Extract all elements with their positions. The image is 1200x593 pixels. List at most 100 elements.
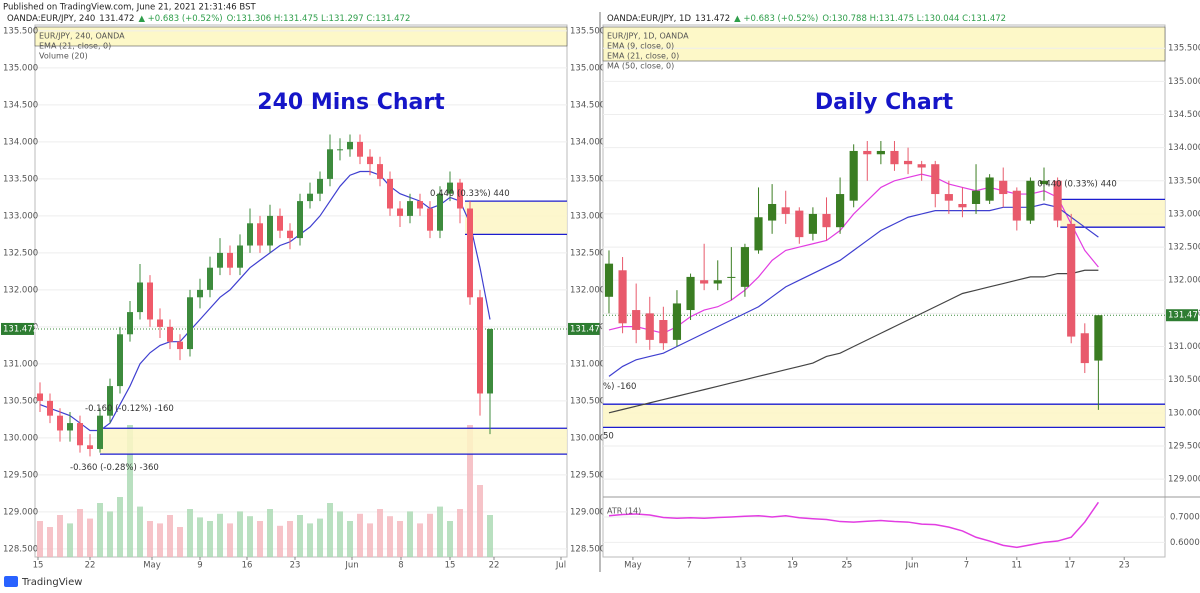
volume-bar: [237, 511, 243, 557]
brand-logo: TradingView: [4, 576, 82, 588]
price-tag: [1, 322, 34, 335]
volume-bar: [287, 521, 293, 557]
candle-body: [357, 141, 363, 157]
volume-bar: [487, 515, 493, 557]
volume-bar: [357, 513, 363, 557]
header-change: ▲ +0.683 (+0.52%): [734, 14, 818, 24]
volume-bar: [397, 521, 403, 557]
candle-body: [781, 207, 790, 214]
volume-bar: [67, 523, 73, 557]
volume-bar: [197, 517, 203, 557]
volume-bar: [347, 521, 353, 557]
candle-body: [876, 150, 885, 155]
volume-bar: [307, 523, 313, 557]
legend-entry: EUR/JPY, 1D, OANDA: [607, 32, 689, 41]
y-tick-label: 129.500: [570, 470, 605, 480]
y-tick-label: 128.500: [570, 544, 605, 554]
y-tick-label: 133.500: [3, 174, 38, 184]
candle-body: [1080, 333, 1089, 364]
volume-bar: [37, 521, 43, 557]
y-tick-label: 135.500: [1168, 44, 1200, 54]
candle-body: [713, 280, 722, 284]
candle-body: [337, 149, 343, 151]
chart-title: 240 Mins Chart: [257, 90, 445, 115]
volume-bar: [327, 503, 333, 557]
volume-bar: [457, 509, 463, 557]
chart-header: OANDA:EUR/JPY, 1D 131.472 ▲ +0.683 (+0.52%…: [607, 14, 1006, 24]
annotation: 0.440 (0.33%) 440: [1037, 180, 1117, 190]
volume-bar: [467, 425, 473, 557]
candle-body: [367, 156, 373, 165]
candle-body: [931, 164, 940, 195]
candle-body: [618, 270, 627, 324]
candle-body: [740, 247, 750, 287]
candle-body: [287, 230, 293, 239]
candle-body: [467, 208, 473, 298]
candle-body: [457, 182, 463, 209]
y-tick-label: 134.000: [570, 137, 605, 147]
candle-body: [903, 160, 913, 165]
volume-bar: [47, 527, 53, 557]
y-tick-label: 129.000: [1168, 475, 1200, 485]
candle-body: [317, 178, 323, 194]
y-tick-label: 130.000: [570, 433, 605, 443]
candle-body: [107, 386, 113, 416]
y-tick-label: 131.000: [1168, 342, 1200, 352]
candle-body: [1012, 190, 1021, 221]
candle-body: [227, 252, 233, 268]
volume-bar: [157, 523, 163, 557]
candle-body: [672, 303, 682, 340]
candle-body: [604, 263, 614, 297]
y-tick-label: 132.500: [3, 248, 38, 258]
candle-body: [87, 445, 93, 449]
candle-body: [277, 215, 283, 231]
candle-body: [97, 415, 103, 449]
pane-frame: [34, 24, 568, 558]
candle-body: [768, 203, 777, 221]
candle-body: [197, 289, 203, 298]
x-tick-label: 22: [85, 561, 96, 571]
legend-entry: Volume (20): [39, 52, 88, 61]
candle-body: [247, 223, 253, 246]
y-tick-label: 129.000: [3, 507, 38, 517]
candle-body: [999, 180, 1008, 195]
candle-body: [795, 210, 804, 238]
candle-body: [187, 297, 193, 350]
legend-entry: EMA (21, close, 0): [39, 42, 111, 51]
y-tick-label: 135.000: [1168, 77, 1200, 87]
candle-body: [944, 194, 953, 201]
candle-body: [822, 213, 831, 228]
volume-bar: [427, 513, 433, 557]
candle-body: [659, 320, 668, 344]
candle-body: [686, 276, 695, 311]
volume-bar: [367, 523, 373, 557]
y-tick-label: 135.000: [3, 63, 38, 73]
candle-body: [487, 328, 493, 394]
price-tag-label: 131.472: [570, 324, 605, 334]
candle-body: [958, 203, 967, 208]
candle-body: [37, 393, 43, 401]
published-note: Published on TradingView.com, June 21, 2…: [3, 3, 256, 13]
candle-body: [177, 341, 183, 350]
candle-body: [477, 297, 483, 394]
volume-bar: [417, 523, 423, 557]
candle-body: [257, 223, 263, 246]
volume-bar: [177, 527, 183, 557]
x-tick-label: 11: [1011, 561, 1022, 571]
y-tick-label: 135.500: [570, 26, 605, 36]
y-tick-label: 130.500: [570, 396, 605, 406]
zone: [603, 404, 1165, 428]
candle-body: [447, 182, 453, 194]
x-tick-label: 9: [197, 561, 202, 571]
candle-body: [137, 282, 143, 313]
y-tick-label: 134.500: [3, 100, 38, 110]
y-tick-label: 135.000: [570, 63, 605, 73]
price-tag: [1166, 309, 1198, 322]
candle-body: [147, 282, 153, 320]
x-tick-label: 13: [735, 561, 746, 571]
candle-body: [397, 208, 403, 216]
candle-body: [407, 201, 413, 216]
candle-body: [387, 178, 393, 209]
y-tick-label: 130.500: [3, 396, 38, 406]
